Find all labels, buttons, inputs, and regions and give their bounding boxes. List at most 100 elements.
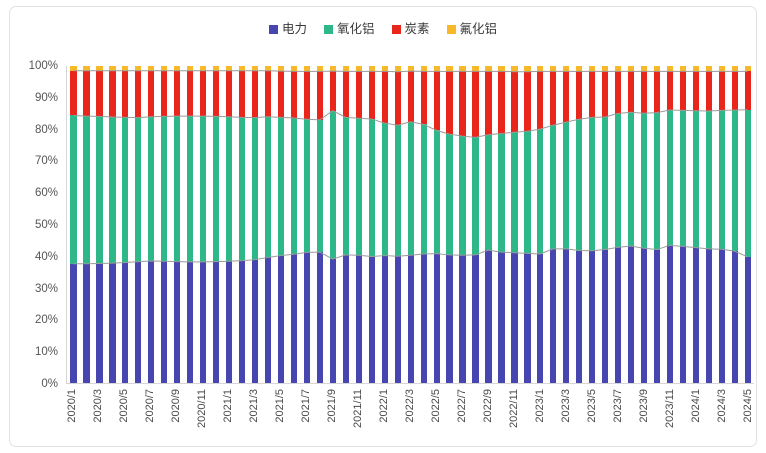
x-axis-slot: [702, 385, 715, 447]
stacked-bar[interactable]: [342, 66, 349, 383]
bar-segment-电力: [692, 247, 700, 383]
bar-slot: [625, 66, 638, 383]
bar-segment-电力: [511, 252, 518, 383]
stacked-bar[interactable]: [563, 66, 570, 383]
y-axis-tick-label: 20%: [34, 314, 58, 327]
bar-segment-氧化铝: [316, 119, 323, 253]
stacked-bar[interactable]: [96, 66, 103, 383]
stacked-bar[interactable]: [161, 66, 168, 383]
stacked-bar[interactable]: [316, 66, 323, 383]
bar-segment-氟化铝: [705, 66, 713, 72]
stacked-bar[interactable]: [277, 66, 285, 383]
stacked-bar[interactable]: [485, 66, 492, 383]
stacked-bar[interactable]: [602, 66, 609, 383]
x-axis-slot: 2021/7: [300, 385, 313, 447]
stacked-bar[interactable]: [576, 66, 583, 383]
stacked-bar[interactable]: [459, 66, 466, 383]
stacked-bar[interactable]: [498, 66, 505, 383]
stacked-bar[interactable]: [381, 66, 388, 383]
bar-segment-氧化铝: [692, 110, 700, 248]
bar-segment-炭素: [329, 71, 336, 111]
stacked-bar[interactable]: [731, 66, 738, 383]
stacked-bar[interactable]: [446, 66, 453, 383]
bar-segment-氟化铝: [653, 66, 661, 72]
stacked-bar[interactable]: [589, 66, 596, 383]
bar-slot: [67, 66, 80, 383]
stacked-bar[interactable]: [407, 66, 414, 383]
stacked-bar[interactable]: [174, 66, 181, 383]
stacked-bar[interactable]: [550, 66, 557, 383]
legend-entry-电力[interactable]: 电力: [268, 23, 307, 36]
stacked-bar[interactable]: [615, 66, 622, 383]
stacked-bar[interactable]: [226, 66, 233, 383]
stacked-bar[interactable]: [628, 66, 635, 383]
stacked-bar[interactable]: [537, 66, 544, 383]
stacked-bar[interactable]: [135, 66, 142, 383]
x-axis-slot: 2023/11: [663, 385, 676, 447]
bar-segment-氧化铝: [615, 113, 622, 248]
stacked-bar[interactable]: [187, 66, 194, 383]
x-axis-slot: 2023/3: [559, 385, 572, 447]
bar-slot: [313, 66, 326, 383]
stacked-bar[interactable]: [83, 66, 90, 383]
stacked-bar[interactable]: [692, 66, 700, 383]
stacked-bar[interactable]: [70, 66, 77, 383]
stacked-bar[interactable]: [200, 66, 207, 383]
bar-segment-炭素: [731, 71, 738, 111]
stacked-bar[interactable]: [368, 66, 375, 383]
x-axis: 2020/1 2020/3 2020/5 2020/7 2020/9 2020/11 202…: [66, 385, 754, 447]
stacked-bar[interactable]: [718, 66, 726, 383]
x-axis-tick-label: 2022/3: [404, 389, 417, 423]
bar-segment-炭素: [744, 71, 751, 110]
stacked-bar[interactable]: [148, 66, 155, 383]
stacked-bar[interactable]: [394, 66, 401, 383]
chart-card: 电力 氧化铝 炭素 氟化铝 100% 90% 80% 70% 60% 50% 40% 30% 20% 1…: [9, 6, 757, 447]
x-axis-tick-label: 2021/1: [222, 389, 235, 423]
bar-segment-电力: [602, 249, 609, 383]
stacked-bar[interactable]: [122, 66, 129, 383]
stacked-bar[interactable]: [641, 66, 648, 383]
bar-segment-氟化铝: [420, 66, 427, 72]
bar-slot: [391, 66, 404, 383]
stacked-bar[interactable]: [524, 66, 531, 383]
y-axis: 100% 90% 80% 70% 60% 50% 40% 30% 20% 10% 0%: [10, 60, 62, 390]
stacked-bar[interactable]: [109, 66, 116, 383]
stacked-bar[interactable]: [290, 66, 298, 383]
stacked-bar[interactable]: [329, 66, 336, 383]
stacked-bar[interactable]: [238, 66, 246, 383]
stacked-bar[interactable]: [653, 66, 661, 383]
bar-segment-氟化铝: [329, 66, 336, 72]
stacked-bar[interactable]: [511, 66, 518, 383]
x-axis-slot: [546, 385, 559, 447]
bar-segment-电力: [381, 255, 388, 383]
stacked-bar[interactable]: [420, 66, 427, 383]
stacked-bar[interactable]: [264, 66, 272, 383]
x-axis-slot: [313, 385, 326, 447]
bar-segment-炭素: [498, 71, 505, 134]
bar-segment-炭素: [174, 70, 181, 117]
x-axis-slot: 2020/1: [66, 385, 79, 447]
bar-segment-氟化铝: [589, 66, 596, 72]
stacked-bar[interactable]: [251, 66, 259, 383]
stacked-bar[interactable]: [744, 66, 751, 383]
legend-entry-氟化铝[interactable]: 氟化铝: [446, 22, 498, 36]
x-axis-tick-label: 2022/11: [507, 389, 520, 428]
stacked-bar[interactable]: [355, 66, 362, 383]
x-axis-slot: 2020/11: [196, 385, 209, 447]
bar-segment-电力: [264, 257, 272, 383]
stacked-bar[interactable]: [213, 66, 220, 383]
bar-segment-炭素: [355, 71, 362, 119]
stacked-bar[interactable]: [666, 66, 674, 383]
stacked-bar[interactable]: [679, 66, 687, 383]
x-axis-slot: 2021/3: [248, 385, 261, 447]
x-axis-slot: 2023/9: [637, 385, 650, 447]
legend-entry-氧化铝[interactable]: 氧化铝: [323, 23, 375, 36]
stacked-bar[interactable]: [433, 66, 440, 383]
legend-entry-炭素[interactable]: 炭素: [391, 23, 430, 36]
stacked-bar[interactable]: [472, 66, 479, 383]
stacked-bar[interactable]: [705, 66, 713, 383]
bar-segment-氟化铝: [109, 66, 116, 71]
stacked-bar[interactable]: [303, 66, 311, 383]
x-axis-tick-label: 2020/5: [118, 389, 131, 423]
legend-label: 氟化铝: [459, 22, 498, 36]
